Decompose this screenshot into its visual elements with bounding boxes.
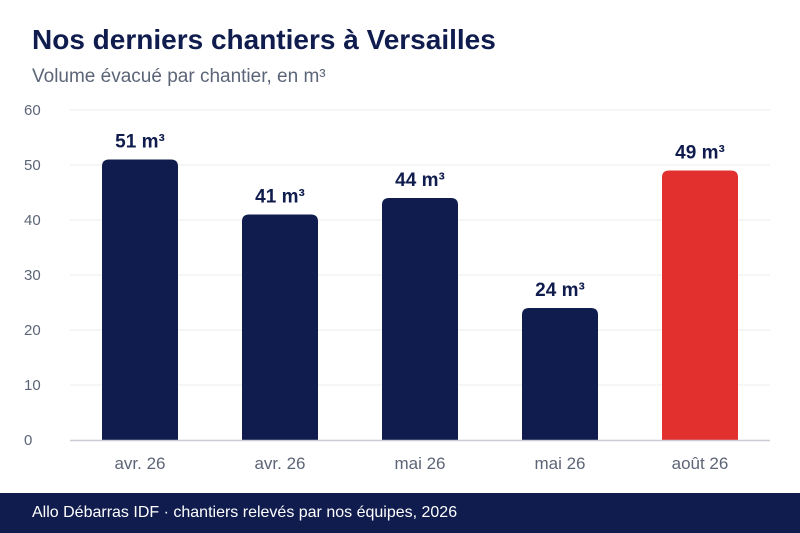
y-tick-label: 40 [24,212,41,229]
bar-value-label: 24 m³ [535,280,585,301]
y-tick-label: 30 [24,267,41,284]
footer-source-text: Allo Débarras IDF · chantiers relevés pa… [32,504,458,521]
bar [522,308,598,440]
y-tick-label: 50 [24,157,41,174]
footer-bar: Allo Débarras IDF · chantiers relevés pa… [0,493,800,533]
bar [242,214,318,440]
x-tick-label: mai 26 [394,454,445,473]
bar-value-label: 41 m³ [255,187,305,208]
x-tick-label: avr. 26 [254,454,305,473]
bars [102,159,738,440]
bar-value-label: 44 m³ [395,170,445,191]
data-labels: 51 m³ 41 m³ 44 m³ 24 m³ 49 m³ [115,132,725,302]
bar-value-label: 49 m³ [675,143,725,164]
y-tick-label: 60 [24,102,41,119]
x-tick-label: août 26 [672,454,729,473]
x-tick-label: mai 26 [534,454,585,473]
x-tick-label: avr. 26 [114,454,165,473]
y-tick-label: 20 [24,322,41,339]
y-tick-label: 10 [24,377,41,394]
chart-title: Nos derniers chantiers à Versailles [32,24,496,55]
y-tick-label: 0 [24,432,32,449]
bar-value-label: 51 m³ [115,132,165,153]
bar [662,170,738,440]
bar [382,198,458,440]
chart-subtitle: Volume évacué par chantier, en m³ [32,66,326,87]
bar [102,159,178,440]
y-axis-ticks: 0 10 20 30 40 50 60 [24,102,41,449]
x-axis-ticks: avr. 26 avr. 26 mai 26 mai 26 août 26 [114,454,728,473]
